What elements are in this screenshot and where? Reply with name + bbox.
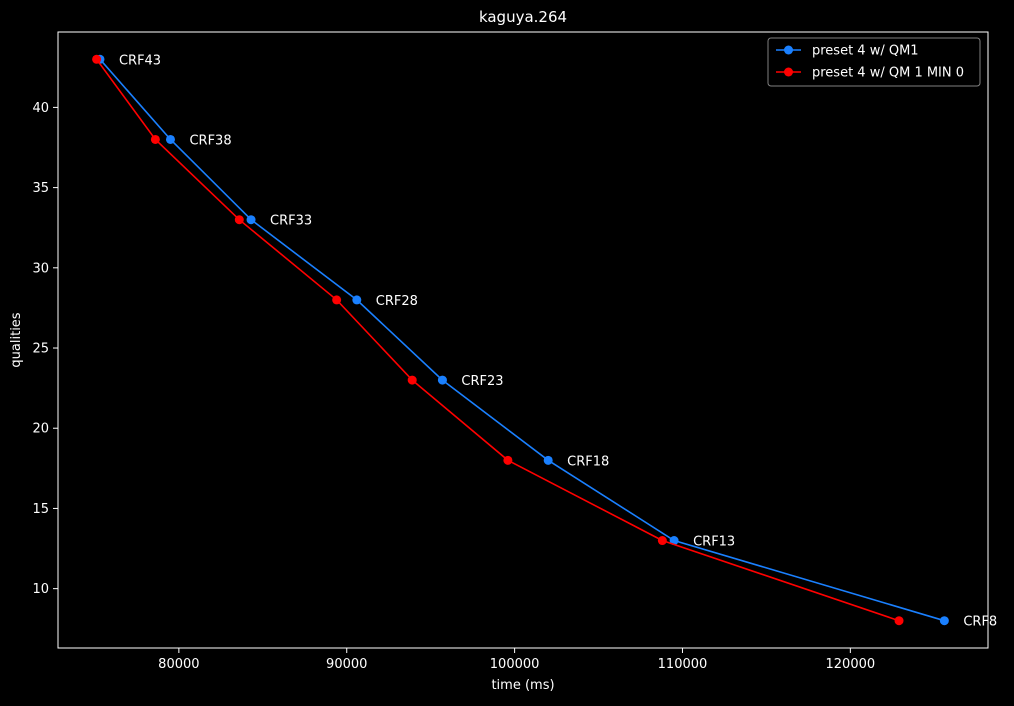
legend-marker <box>784 67 793 77</box>
legend-label: preset 4 w/ QM 1 MIN 0 <box>812 66 964 81</box>
data-point <box>234 215 244 225</box>
x-tick-label: 90000 <box>326 657 367 672</box>
y-tick-label: 10 <box>32 582 49 597</box>
data-point <box>503 455 513 465</box>
x-tick-label: 100000 <box>490 657 540 672</box>
point-label: CRF8 <box>963 615 997 630</box>
series-line <box>99 58 945 622</box>
data-point <box>894 616 904 626</box>
x-tick-label: 120000 <box>826 657 876 672</box>
data-point <box>407 375 417 385</box>
y-tick-label: 15 <box>32 502 49 517</box>
y-tick-label: 40 <box>32 101 49 116</box>
x-tick-label: 110000 <box>658 657 708 672</box>
legend-box <box>767 37 981 87</box>
legend-marker <box>784 45 793 55</box>
y-tick-label: 30 <box>32 261 49 276</box>
point-label: CRF38 <box>189 133 231 148</box>
point-label: CRF23 <box>461 374 503 389</box>
point-label: CRF33 <box>270 214 312 229</box>
x-axis-label: time (ms) <box>491 678 554 693</box>
y-tick-label: 35 <box>32 181 49 196</box>
series-2 <box>92 54 904 626</box>
data-point <box>543 455 553 465</box>
x-tick-label: 80000 <box>158 657 199 672</box>
legend-item: preset 4 w/ QM1 <box>776 44 919 59</box>
data-point <box>437 375 447 385</box>
point-label: CRF28 <box>376 294 418 309</box>
data-point <box>352 295 362 305</box>
chart-title: kaguya.264 <box>479 8 567 26</box>
data-point <box>939 616 949 626</box>
y-tick-label: 20 <box>32 422 49 437</box>
legend-label: preset 4 w/ QM1 <box>812 44 919 59</box>
data-point <box>246 215 256 225</box>
y-axis-label: qualities <box>9 312 24 367</box>
data-point <box>332 295 342 305</box>
data-point <box>150 134 160 144</box>
data-point <box>165 134 175 144</box>
point-label: CRF43 <box>119 53 161 68</box>
legend-item: preset 4 w/ QM 1 MIN 0 <box>776 66 964 81</box>
point-label: CRF13 <box>693 535 735 550</box>
legend: preset 4 w/ QM1 preset 4 w/ QM 1 MIN 0 <box>767 37 981 87</box>
data-point <box>669 536 679 546</box>
point-label: CRF18 <box>567 454 609 469</box>
y-tick-label: 25 <box>32 342 49 357</box>
data-point <box>657 536 667 546</box>
plot-frame <box>57 31 989 649</box>
data-point <box>92 54 102 64</box>
series-line <box>95 58 900 622</box>
